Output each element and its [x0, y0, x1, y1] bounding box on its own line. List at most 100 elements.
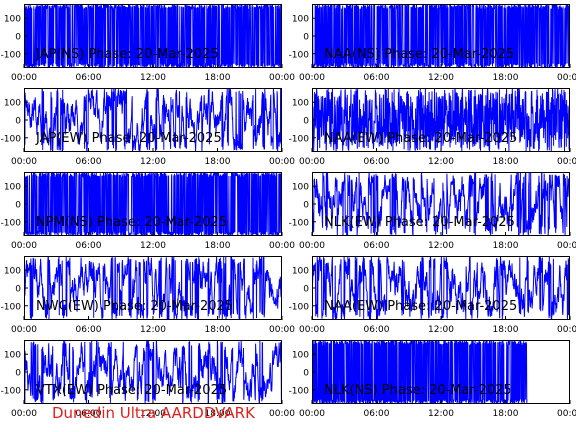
x-tick-label: 00:00 — [269, 409, 295, 419]
phase-trace — [312, 4, 570, 68]
phase-panel: 100 0 -100 00:00 06:00 12:00 18:00 00:00 VTX(EW)… — [1, 340, 295, 419]
x-tick-label: 06:00 — [364, 241, 390, 251]
x-tick-label: 00:00 — [557, 73, 576, 83]
y-tick-label: -100 — [289, 302, 310, 312]
x-tick-label: 00:00 — [11, 409, 37, 419]
phase-panel: 100 0 -100 00:00 06:00 12:00 18:00 00:00 JAP(EW)… — [1, 88, 295, 167]
y-tick-label: 100 — [4, 183, 21, 193]
x-tick-label: 00:00 — [11, 241, 37, 251]
x-tick-label: 00:00 — [11, 157, 37, 167]
x-tick-label: 06:00 — [76, 241, 102, 251]
y-tick-label: -100 — [1, 134, 22, 144]
phase-trace — [24, 256, 282, 320]
x-tick-label: 18:00 — [493, 325, 519, 335]
x-tick-label: 12:00 — [140, 325, 166, 335]
y-tick-label: -100 — [1, 50, 22, 60]
x-tick-label: 18:00 — [205, 157, 231, 167]
phase-trace — [312, 88, 570, 152]
x-tick-label: 00:00 — [299, 73, 325, 83]
panel-title: NAA(EW) Phase: 20-Mar-2025 — [324, 131, 517, 146]
x-tick-label: 00:00 — [299, 157, 325, 167]
footer-caption: Dunedin Ultra AARDDVARK — [52, 404, 255, 422]
phase-trace — [312, 172, 570, 236]
x-tick-label: 12:00 — [140, 157, 166, 167]
y-tick-label: 100 — [292, 15, 309, 25]
y-tick-label: 100 — [4, 99, 21, 109]
x-tick-label: 18:00 — [493, 73, 519, 83]
y-tick-label: 0 — [15, 33, 21, 43]
x-tick-label: 00:00 — [11, 73, 37, 83]
y-tick-label: 100 — [292, 183, 309, 193]
x-tick-label: 18:00 — [205, 241, 231, 251]
x-tick-label: 12:00 — [428, 73, 454, 83]
y-tick-label: 100 — [292, 351, 309, 361]
y-tick-label: 0 — [303, 201, 309, 211]
phase-panel: 100 0 -100 00:00 06:00 12:00 18:00 00:00 NLK(NS)… — [289, 340, 576, 419]
y-tick-label: 100 — [292, 267, 309, 277]
x-tick-label: 06:00 — [364, 73, 390, 83]
panel-title: VTX(EW) Phase: 20-Mar-2025 — [36, 383, 227, 398]
panel-title: NAA(NS) Phase: 20-Mar-2025 — [324, 47, 514, 62]
panel-title: NPM(NS) Phase: 20-Mar-2025 — [36, 215, 227, 230]
y-tick-label: -100 — [289, 218, 310, 228]
x-tick-label: 00:00 — [269, 325, 295, 335]
y-tick-label: -100 — [1, 386, 22, 396]
x-tick-label: 06:00 — [76, 325, 102, 335]
y-tick-label: 0 — [15, 369, 21, 379]
phase-panel: 100 0 -100 00:00 06:00 12:00 18:00 00:00 NWC(EW)… — [1, 256, 295, 335]
phase-trace — [312, 256, 570, 320]
x-tick-label: 00:00 — [269, 157, 295, 167]
x-tick-label: 06:00 — [76, 157, 102, 167]
x-tick-label: 06:00 — [364, 409, 390, 419]
y-tick-label: 0 — [15, 285, 21, 295]
phase-trace — [24, 340, 282, 404]
x-tick-label: 00:00 — [557, 157, 576, 167]
x-tick-label: 06:00 — [364, 157, 390, 167]
x-tick-label: 12:00 — [428, 325, 454, 335]
phase-panel: 100 0 -100 00:00 06:00 12:00 18:00 00:00 NAA(NS)… — [289, 4, 576, 83]
y-tick-label: -100 — [289, 134, 310, 144]
panel-title: NAA(EW) Phase: 20-Mar-2025 — [324, 299, 517, 314]
x-tick-label: 00:00 — [299, 325, 325, 335]
x-tick-label: 00:00 — [557, 241, 576, 251]
x-tick-label: 00:00 — [557, 325, 576, 335]
x-tick-label: 12:00 — [140, 241, 166, 251]
y-tick-label: 100 — [4, 351, 21, 361]
x-tick-label: 18:00 — [493, 157, 519, 167]
x-tick-label: 18:00 — [493, 409, 519, 419]
x-tick-label: 12:00 — [428, 157, 454, 167]
phase-panel: 100 0 -100 00:00 06:00 12:00 18:00 00:00 NPM(NS)… — [1, 172, 295, 251]
panel-title: JAP(NS) Phase: 20-Mar-2025 — [35, 47, 219, 62]
x-tick-label: 06:00 — [76, 409, 102, 419]
y-tick-label: -100 — [289, 50, 310, 60]
y-tick-label: -100 — [1, 302, 22, 312]
x-tick-label: 18:00 — [205, 409, 231, 419]
y-tick-label: 0 — [303, 33, 309, 43]
panel-title: JAP(EW) Phase: 20-Mar-2025 — [35, 131, 222, 146]
x-tick-label: 12:00 — [140, 73, 166, 83]
phase-panel: 100 0 -100 00:00 06:00 12:00 18:00 00:00 NLK(EW)… — [289, 172, 576, 251]
y-tick-label: 100 — [4, 15, 21, 25]
y-tick-label: 0 — [15, 117, 21, 127]
y-tick-label: 0 — [15, 201, 21, 211]
x-tick-label: 00:00 — [557, 409, 576, 419]
x-tick-label: 06:00 — [76, 73, 102, 83]
phase-panel: 100 0 -100 00:00 06:00 12:00 18:00 00:00 JAP(NS)… — [1, 4, 295, 83]
x-tick-label: 18:00 — [205, 73, 231, 83]
x-tick-label: 00:00 — [299, 409, 325, 419]
y-tick-label: -100 — [1, 218, 22, 228]
y-tick-label: 0 — [303, 369, 309, 379]
phase-trace — [24, 88, 282, 152]
x-tick-label: 00:00 — [11, 325, 37, 335]
panel-title: NLK(NS) Phase: 20-Mar-2025 — [324, 383, 512, 398]
x-tick-label: 00:00 — [269, 73, 295, 83]
x-tick-label: 18:00 — [493, 241, 519, 251]
phase-panel: 100 0 -100 00:00 06:00 12:00 18:00 00:00 NAA(EW)… — [289, 88, 576, 167]
y-tick-label: 0 — [303, 285, 309, 295]
x-tick-label: 06:00 — [364, 325, 390, 335]
x-tick-label: 12:00 — [428, 409, 454, 419]
panel-title: NLK(EW) Phase: 20-Mar-2025 — [324, 215, 515, 230]
y-tick-label: 0 — [303, 117, 309, 127]
x-tick-label: 12:00 — [428, 241, 454, 251]
